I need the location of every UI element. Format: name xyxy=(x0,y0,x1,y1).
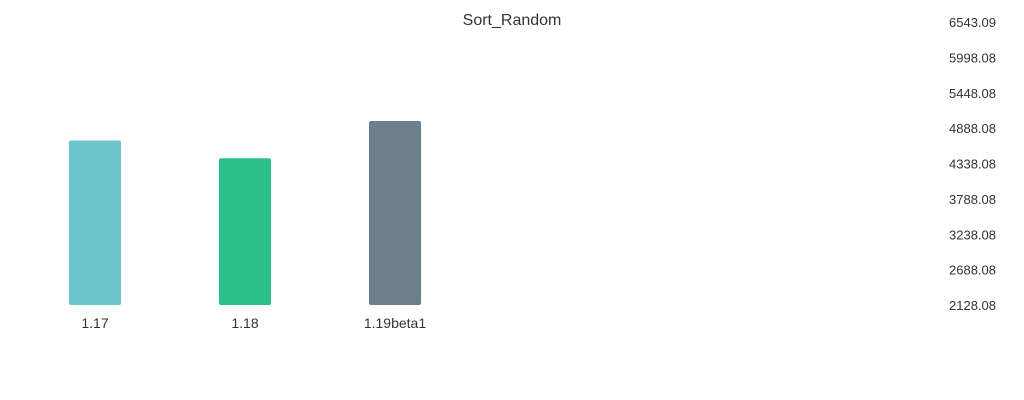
y-tick-label: 4888.08 xyxy=(949,121,996,136)
x-category-label: 1.19beta1 xyxy=(364,315,426,331)
bar-1.19beta1 xyxy=(369,120,421,305)
y-tick-label: 2688.08 xyxy=(949,263,996,278)
x-category-label: 1.18 xyxy=(231,315,258,331)
bar-group xyxy=(69,120,421,305)
y-tick-label: 3788.08 xyxy=(949,192,996,207)
x-category-label: 1.17 xyxy=(81,315,108,331)
bar-1.17 xyxy=(69,140,121,305)
y-tick-label: 4338.08 xyxy=(949,157,996,172)
y-axis: 2128.08 2688.08 3238.08 3788.08 4338.08 4888.… xyxy=(949,15,996,313)
y-tick-label: 5998.08 xyxy=(949,50,996,65)
y-tick-label: 3238.08 xyxy=(949,227,996,242)
y-tick-label: 2128.08 xyxy=(949,298,996,313)
y-tick-label: 6543.09 xyxy=(949,15,996,30)
x-axis: 1.17 1.18 1.19beta1 xyxy=(81,315,426,331)
bar-1.18 xyxy=(219,158,271,305)
y-tick-label: 5448.08 xyxy=(949,86,996,101)
chart-title: Sort_Random xyxy=(463,12,562,29)
